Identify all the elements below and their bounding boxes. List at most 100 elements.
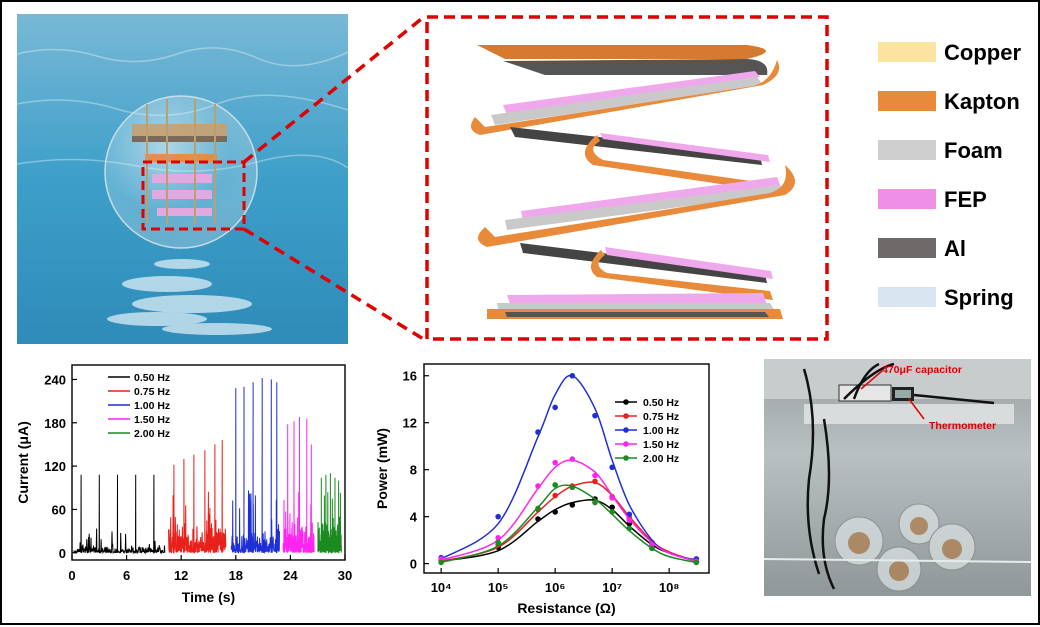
power-data-point	[626, 511, 633, 518]
current-series-050	[73, 474, 166, 555]
power-legend-marker	[623, 441, 629, 447]
power-ylabel: Power (mW)	[374, 428, 390, 509]
power-ytick-label: 0	[410, 557, 417, 572]
current-series-200	[317, 473, 342, 554]
power-data-point	[495, 539, 501, 546]
legend-swatch-copper	[878, 42, 936, 62]
power-legend-label: 1.50 Hz	[643, 439, 679, 451]
legend-label-spring: Spring	[944, 285, 1014, 310]
power-data-point	[626, 517, 633, 523]
current-series-100	[230, 377, 280, 554]
power-data-point	[552, 459, 558, 466]
capacitor-label: 470μF capacitor	[882, 364, 962, 376]
power-xtick-label: 10⁷	[602, 580, 622, 595]
layer-unit-top	[471, 45, 780, 165]
experiment-photo-image: 470μF capacitor Thermometer	[763, 359, 1032, 596]
current-ytick-label: 60	[52, 502, 66, 517]
legend-label-foam: Foam	[944, 138, 1003, 163]
power-legend-label: 2.00 Hz	[643, 453, 679, 465]
power-xtick-label: 10⁸	[659, 580, 680, 595]
current-xlabel: Time (s)	[182, 589, 235, 605]
power-ytick-label: 8	[410, 463, 417, 478]
power-xtick-label: 10⁶	[545, 580, 565, 595]
current-xtick-label: 30	[338, 568, 352, 583]
power-legend-label: 1.00 Hz	[643, 425, 679, 437]
power-data-point	[552, 509, 558, 515]
layered-structure-diagram	[425, 15, 829, 341]
current-legend-label: 2.00 Hz	[134, 428, 170, 440]
power-legend-marker	[623, 455, 629, 461]
power-data-point	[592, 412, 598, 419]
power-data-point	[438, 559, 444, 566]
structure-zoom-panel	[425, 15, 829, 341]
power-xtick-label: 10⁵	[488, 580, 509, 595]
current-xtick-label: 0	[68, 568, 75, 583]
current-series-075	[168, 440, 227, 554]
power-data-point	[495, 534, 501, 541]
power-fit-line-150	[440, 459, 697, 563]
layer-unit-bottom	[487, 250, 783, 319]
power-data-point	[649, 545, 655, 552]
legend-swatch-al	[878, 238, 936, 258]
power-ytick-label: 16	[403, 369, 417, 384]
power-data-point	[569, 502, 576, 508]
power-data-point	[535, 483, 541, 489]
power-data-point	[693, 559, 700, 566]
thermometer-label: Thermometer	[929, 420, 996, 432]
power-data-point	[626, 525, 633, 532]
power-chart: 10⁴ 10⁵ 10⁶ 10⁷ 10⁸ 0 4 8 12 16 Resistance (Ω) Powe…	[367, 360, 717, 622]
current-ylabel: Current (μA)	[15, 421, 31, 503]
current-ytick-label: 240	[44, 372, 66, 387]
current-xtick-label: 6	[123, 568, 130, 583]
legend-label-copper: Copper	[944, 40, 1021, 65]
power-legend-marker	[623, 427, 629, 433]
power-data-point	[609, 504, 615, 511]
power-data-point	[609, 495, 615, 501]
power-data-point	[609, 464, 615, 471]
power-legend-label: 0.50 Hz	[643, 397, 679, 409]
power-data-point	[592, 478, 598, 485]
current-ytick-label: 120	[44, 459, 66, 474]
power-data-point	[569, 484, 576, 491]
current-xtick-label: 12	[174, 568, 188, 583]
power-data-point	[592, 472, 598, 479]
power-data-point	[495, 513, 501, 520]
experiment-photo: 470μF capacitor Thermometer	[763, 359, 1032, 596]
current-chart: 0 6 12 18 24 30 0 60 120 180 240 Time (s) Current (μ…	[10, 357, 355, 622]
legend-swatch-foam	[878, 140, 936, 160]
power-data-point	[569, 456, 576, 462]
power-data-point	[609, 509, 615, 515]
power-data-point	[535, 429, 541, 435]
material-legend: Copper Kapton Foam FEP Al Spring	[875, 37, 1040, 317]
power-legend-marker	[623, 399, 629, 405]
legend-swatch-spring	[878, 287, 936, 307]
thermometer-pointer	[908, 398, 925, 420]
power-legend-marker	[623, 413, 629, 419]
power-data-point	[535, 505, 541, 512]
current-plot-frame	[71, 364, 346, 561]
legend-label-al: Al	[944, 236, 966, 261]
current-legend-label: 1.50 Hz	[134, 414, 170, 426]
power-xtick-label: 10⁴	[431, 580, 452, 595]
current-xtick-label: 24	[283, 568, 298, 583]
layer-unit-middle	[477, 135, 795, 283]
device-render-image	[16, 14, 349, 344]
device-render-panel	[16, 14, 349, 344]
power-data-point	[552, 482, 558, 488]
current-legend-label: 1.00 Hz	[134, 400, 170, 412]
power-data-point	[569, 372, 576, 379]
power-ytick-label: 4	[410, 510, 418, 525]
power-data-point	[592, 499, 598, 506]
legend-label-fep: FEP	[944, 187, 987, 212]
legend-swatch-kapton	[878, 91, 936, 111]
legend-label-kapton: Kapton	[944, 89, 1020, 114]
current-legend-label: 0.75 Hz	[134, 386, 170, 398]
power-legend-label: 0.75 Hz	[643, 411, 679, 423]
power-data-point	[552, 492, 558, 499]
power-ytick-label: 12	[403, 416, 417, 431]
power-xlabel: Resistance (Ω)	[517, 600, 615, 616]
legend-swatch-fep	[878, 189, 936, 209]
capacitor-pointer	[860, 370, 883, 390]
